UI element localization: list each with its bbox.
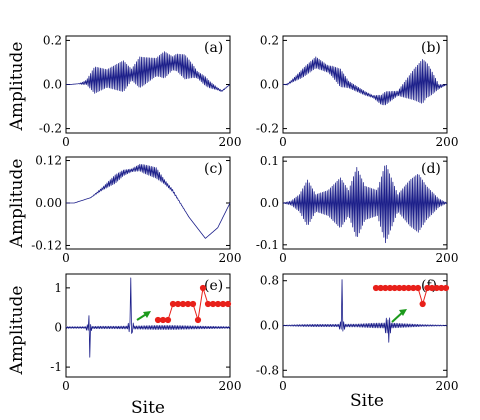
inset-dot-f-15 (442, 284, 450, 292)
xtick-label-d-0: 0 (279, 251, 287, 265)
panel-c: -0.12 0.00 0.12 0 200 (c) (31, 154, 241, 265)
ytick-label-c-0: -0.12 (31, 238, 62, 252)
panel-b: -0.2 0.0 0.2 0 200 (b) (256, 33, 459, 149)
inset-dot-f-13 (433, 284, 440, 292)
amplitude-trace-c (66, 163, 231, 239)
inset-dot-e-6 (184, 300, 192, 308)
amplitude-trace-e (65, 277, 231, 358)
ytick-label-a-2: 0.2 (43, 33, 62, 47)
inset-dot-f-10 (419, 300, 426, 308)
xtick-label-b-0: 0 (279, 135, 287, 149)
xtick-label-c-1: 200 (219, 251, 242, 265)
inset-dot-e-2 (164, 316, 172, 324)
panel-label-c: (c) (204, 161, 223, 177)
xlabel-right: Site (350, 391, 384, 411)
inset-dot-e-13 (219, 300, 227, 308)
ytick-label-a-0: -0.2 (39, 122, 62, 136)
ytick-label-e-1: 0 (54, 320, 62, 334)
inset-dot-e-5 (179, 300, 187, 308)
ylabel-row-2: Amplitude (7, 159, 27, 249)
panel-label-d: (d) (421, 161, 441, 177)
ytick-label-b-2: 0.2 (260, 33, 279, 47)
ytick-label-c-2: 0.12 (35, 154, 62, 168)
inset-dot-f-0 (372, 284, 380, 292)
inset-dot-f-14 (438, 284, 445, 292)
inset-dot-e-14 (224, 300, 232, 308)
inset-dot-e-1 (159, 316, 167, 324)
xtick-label-e-0: 0 (62, 379, 70, 393)
amplitude-trace-d (282, 164, 448, 244)
xtick-label-c-0: 0 (62, 251, 70, 265)
inset-dot-f-7 (405, 284, 412, 292)
inset-dot-f-2 (382, 284, 389, 292)
arrow-head-f (399, 309, 407, 316)
inset-e (136, 284, 232, 324)
ylabel-row-3: Amplitude (7, 286, 27, 376)
panel-label-e: (e) (204, 278, 223, 294)
inset-dot-f-1 (377, 284, 384, 292)
inset-dot-f-6 (400, 284, 408, 292)
ytick-label-f-0: -0.8 (256, 363, 279, 377)
xtick-label-d-1: 200 (436, 251, 459, 265)
plot-frame-e (65, 273, 231, 378)
inset-dot-f-8 (410, 284, 417, 292)
ytick-label-f-1: 0.0 (260, 319, 279, 333)
arrow-head-e (143, 311, 151, 318)
xlabel-left: Site (131, 398, 165, 418)
xtick-label-f-1: 200 (436, 379, 459, 393)
inset-dot-e-10 (204, 300, 212, 308)
xtick-label-f-0: 0 (279, 379, 287, 393)
inset-dot-f-9 (414, 284, 422, 292)
xtick-label-b-1: 200 (436, 135, 459, 149)
inset-f (372, 284, 450, 323)
amplitude-trace-a (66, 51, 231, 94)
inset-dot-e-8 (194, 316, 202, 324)
inset-dot-e-9 (199, 284, 207, 292)
ytick-label-a-1: 0.0 (43, 78, 62, 92)
panels: -0.20.00.20 200(a)-0.20.00.20 200(b)-0.120… (31, 33, 458, 393)
inset-dot-e-12 (214, 300, 222, 308)
panel-label-b: (b) (421, 40, 441, 56)
xtick-label-a-1: 200 (219, 135, 242, 149)
ytick-label-e-0: -1 (50, 360, 62, 374)
inset-dot-e-4 (174, 300, 182, 308)
ylabel-row-1: Amplitude (7, 42, 27, 132)
ytick-label-d-2: 0.1 (260, 154, 279, 168)
ytick-label-f-2: 0.8 (260, 274, 279, 288)
inset-dot-e-0 (154, 316, 162, 324)
ytick-label-d-1: 0.0 (260, 196, 279, 210)
panel-label-a: (a) (204, 40, 223, 56)
panel-d: -0.1 0.0 0.1 0 200 (d) (256, 154, 459, 265)
ytick-label-b-1: 0.0 (260, 78, 279, 92)
inset-dot-f-5 (396, 284, 403, 292)
amplitude-trace-b (282, 56, 448, 106)
amplitude-trace-f (282, 279, 448, 343)
inset-dot-e-7 (189, 300, 197, 308)
ytick-label-b-0: -0.2 (256, 122, 279, 136)
xtick-label-e-1: 200 (219, 379, 242, 393)
inset-dot-e-11 (209, 300, 217, 308)
inset-dot-f-4 (391, 284, 398, 292)
inset-dot-f-11 (424, 284, 431, 292)
inset-dot-e-3 (169, 300, 177, 308)
panel-a: -0.2 0.0 0.2 0 200 (a) (39, 33, 242, 149)
ytick-label-e-2: 1 (54, 281, 62, 295)
ytick-label-c-1: 0.00 (35, 196, 62, 210)
ytick-label-d-0: -0.1 (256, 238, 279, 252)
inset-dot-f-12 (428, 284, 436, 292)
inset-dot-f-3 (386, 284, 394, 292)
xtick-label-a-0: 0 (62, 135, 70, 149)
